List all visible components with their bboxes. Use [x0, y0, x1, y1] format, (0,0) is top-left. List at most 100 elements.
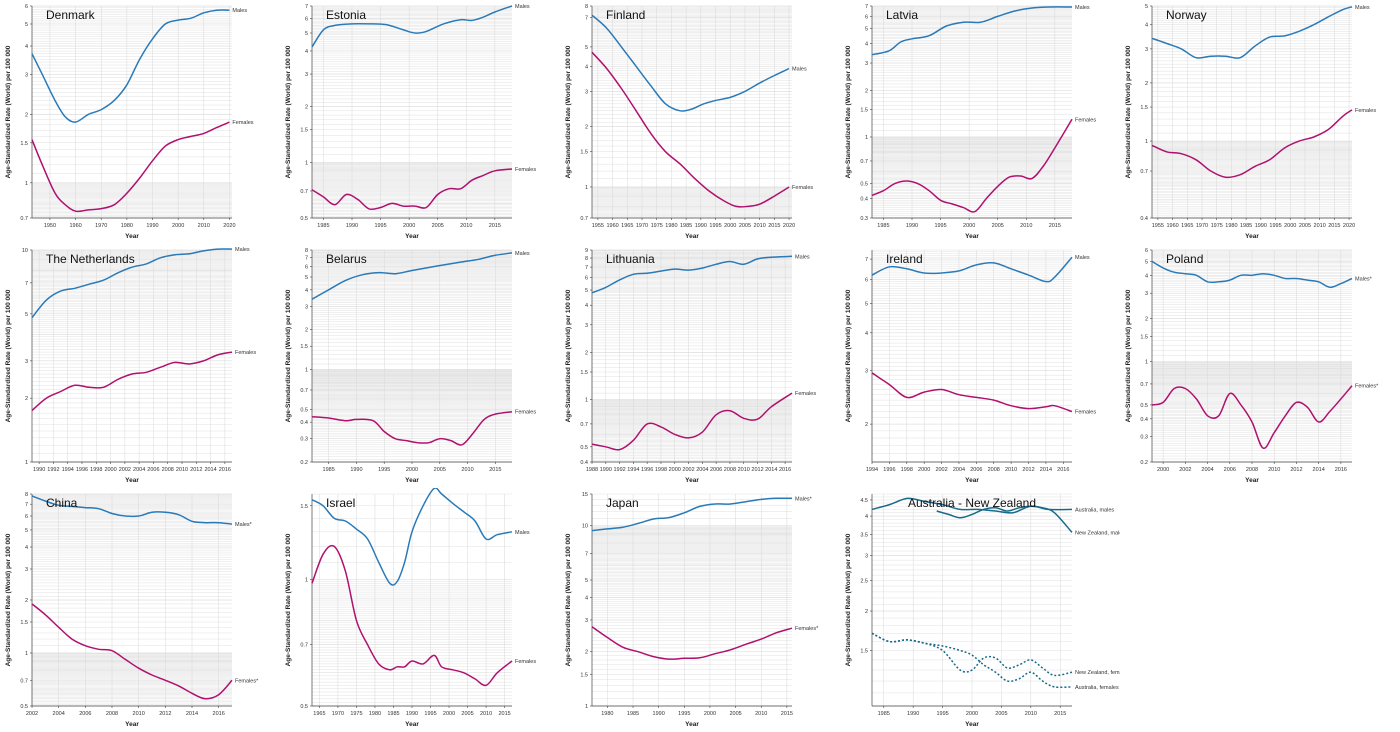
y-tick-label: 2 [25, 112, 28, 118]
series-label: Males [232, 8, 247, 14]
chart-svg: 0.5 0.7 1 1.5 2 3 4 5 6 7 8 2002 2004 2006 2008 2010 201… [5, 492, 259, 728]
x-tick-label: 2012 [751, 467, 763, 473]
series-label: Males [1355, 5, 1370, 11]
x-tick-label: 1990 [695, 223, 707, 229]
x-tick-label: 2002 [119, 467, 131, 473]
panel-title: Finland [606, 8, 645, 22]
series-label: Males [515, 4, 530, 10]
chart-svg: 0.7 1 1.5 2 3 4 5 6 1950 1960 1970 1980 1990 2000 2010… [5, 4, 254, 240]
x-tick-label: 2008 [106, 711, 118, 717]
x-tick-label: 2000 [966, 711, 978, 717]
y-tick-label: 3 [585, 618, 588, 624]
series-label: Females [515, 410, 536, 416]
y-tick-label: 1 [1145, 360, 1148, 366]
x-tick-label: 1970 [332, 711, 344, 717]
y-axis-label: Age-Standardized Rate (World) per 100 00… [565, 533, 572, 666]
x-tick-label: 2008 [988, 467, 1000, 473]
y-tick-label: 2 [585, 125, 588, 131]
x-tick-label: 2000 [104, 467, 116, 473]
y-tick-label: 5 [865, 27, 868, 33]
x-tick-label: 1965 [313, 711, 325, 717]
series-label: Australia, females [1075, 685, 1119, 691]
y-axis-label: Age-Standardized Rate (World) per 100 00… [5, 289, 12, 422]
y-tick-label: 2 [585, 350, 588, 356]
y-tick-label: 0.7 [20, 678, 28, 684]
x-axis-label: Year [965, 721, 979, 728]
series-line-females [31, 121, 230, 213]
x-axis-label: Year [405, 721, 419, 728]
y-tick-label: 0.4 [1140, 417, 1148, 423]
x-tick-label: 2000 [669, 467, 681, 473]
y-tick-label: 0.2 [1140, 460, 1148, 466]
series-line-females [591, 51, 790, 208]
series-line-females- [1151, 385, 1353, 449]
series-line-males [871, 256, 1073, 283]
series-label: Males [1075, 255, 1090, 261]
series-line-males- [31, 495, 233, 525]
x-tick-label: 1985 [877, 223, 889, 229]
y-tick-label: 0.4 [580, 460, 588, 466]
x-tick-label: 2008 [724, 467, 736, 473]
series-label: Males [515, 251, 530, 257]
y-tick-label: 6 [1145, 248, 1148, 254]
x-tick-label: 1960 [69, 223, 81, 229]
x-tick-label: 1995 [678, 711, 690, 717]
x-axis-label: Year [405, 477, 419, 484]
x-axis-label: Year [965, 233, 979, 240]
y-tick-label: 2 [865, 422, 868, 428]
y-tick-label: 2.5 [860, 578, 868, 584]
y-tick-label: 2 [1145, 316, 1148, 322]
x-tick-label: 1980 [121, 223, 133, 229]
y-tick-label: 0.7 [1140, 382, 1148, 388]
x-tick-label: 1965 [621, 223, 633, 229]
chart-panel-japan: 1 1.5 2 3 4 5 7 10 15 1980 1985 1990 1995 2000 2005 201… [560, 488, 840, 732]
series-line-males [31, 248, 233, 319]
x-tick-label: 2010 [176, 467, 188, 473]
x-tick-label: 2000 [443, 711, 455, 717]
x-tick-label: 2020 [783, 223, 795, 229]
chart-svg: 0.7 1 1.5 2 3 4 5 7 8 1955 1960 1965 1970 1975 1980 198… [565, 4, 813, 240]
y-tick-label: 0.5 [20, 704, 28, 710]
y-tick-label: 6 [25, 514, 28, 520]
y-tick-label: 6 [865, 277, 868, 283]
y-tick-label: 2 [25, 598, 28, 604]
x-axis-label: Year [685, 721, 699, 728]
y-tick-label: 1 [305, 578, 308, 584]
x-tick-label: 2000 [1157, 467, 1169, 473]
x-tick-label: 2010 [460, 223, 472, 229]
y-tick-label: 7 [865, 257, 868, 263]
y-tick-label: 3 [1145, 291, 1148, 297]
chart-panel-poland: 0.2 0.3 0.4 0.5 0.7 1 1.5 2 3 4 5 6 2000 2002 2004 2006… [1120, 244, 1400, 488]
x-tick-label: 1990 [906, 223, 918, 229]
y-tick-label: 4 [585, 64, 588, 70]
y-axis-label: Age-Standardized Rate (World) per 100 00… [285, 45, 292, 178]
x-tick-label: 1960 [1166, 223, 1178, 229]
x-tick-label: 2010 [1025, 711, 1037, 717]
y-tick-label: 3 [25, 567, 28, 573]
x-tick-label: 1955 [592, 223, 604, 229]
series-label: Females [515, 167, 536, 173]
chart-panel-estonia: 0.5 0.7 1 1.5 2 3 4 5 6 7 1985 1990 1995 2000 2005 2010… [280, 0, 560, 244]
y-tick-label: 5 [865, 301, 868, 307]
series-line-females [871, 372, 1073, 413]
x-tick-label: 2010 [1020, 223, 1032, 229]
y-tick-label: 3 [1145, 47, 1148, 53]
y-tick-label: 8 [25, 492, 28, 498]
series-line-females [311, 410, 513, 446]
x-tick-label: 1970 [636, 223, 648, 229]
x-tick-label: 2000 [403, 223, 415, 229]
x-tick-label: 2005 [739, 223, 751, 229]
x-tick-label: 2015 [781, 711, 793, 717]
x-tick-label: 2006 [79, 711, 91, 717]
y-axis-label: Age-Standardized Rate (World) per 100 00… [1125, 289, 1132, 422]
y-axis-label: Age-Standardized Rate (World) per 100 00… [845, 45, 852, 178]
x-tick-label: 2002 [1179, 467, 1191, 473]
y-tick-label: 2 [585, 650, 588, 656]
series-label: Australia, males [1075, 507, 1114, 513]
y-tick-label: 1 [25, 181, 28, 187]
y-tick-label: 5 [585, 45, 588, 51]
y-tick-label: 1.5 [300, 504, 308, 510]
x-tick-label: 1965 [1181, 223, 1193, 229]
x-tick-label: 2010 [133, 711, 145, 717]
